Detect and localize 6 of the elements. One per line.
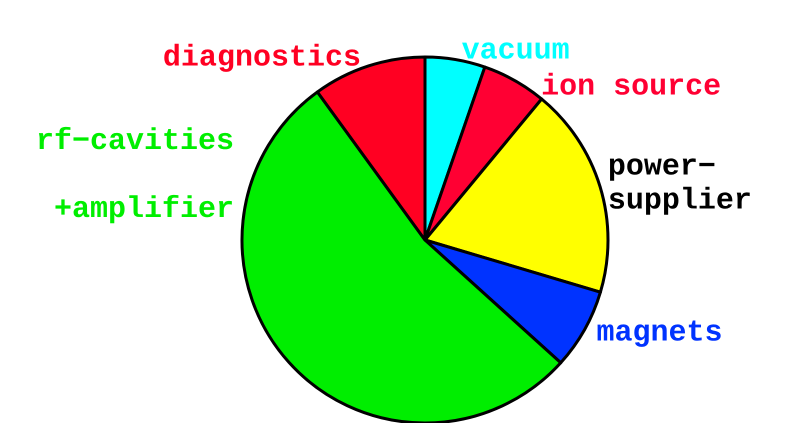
- slice-label: power− supplier: [608, 150, 752, 218]
- slice-label: magnets: [596, 316, 723, 351]
- slice-label: ion source: [541, 70, 722, 105]
- slice-label: rf−cavities +amplifier: [36, 124, 234, 227]
- slice-label: vacuum: [462, 34, 570, 69]
- slice-label: diagnostics: [162, 41, 361, 76]
